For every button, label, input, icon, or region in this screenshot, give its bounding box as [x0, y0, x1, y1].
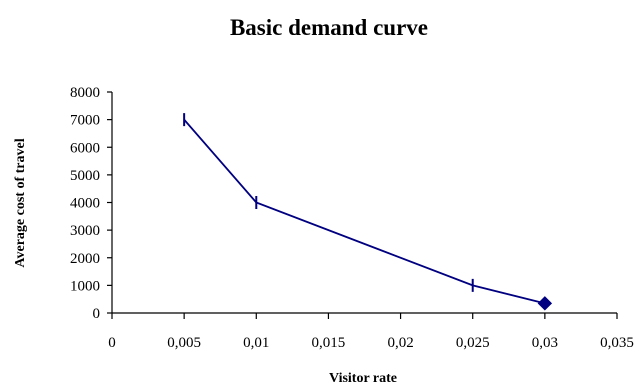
y-tick-label: 4000: [70, 196, 100, 212]
x-tick-label: 0,03: [532, 335, 558, 351]
x-tick-label: 0,02: [387, 335, 413, 351]
y-tick-label: 8000: [70, 85, 100, 101]
chart-title: Basic demand curve: [230, 15, 428, 40]
y-tick-label: 5000: [70, 168, 100, 184]
x-tick-label: 0,005: [167, 335, 201, 351]
data-point-diamond: [537, 296, 553, 311]
y-tick-label: 3000: [70, 223, 100, 239]
y-tick-label: 2000: [70, 251, 100, 267]
x-tick-label: 0,025: [456, 335, 490, 351]
y-tick-label: 1000: [70, 278, 100, 294]
y-tick-label: 6000: [70, 140, 100, 156]
series-line: [183, 119, 546, 305]
x-tick-label: 0: [108, 335, 116, 351]
x-axis-title: Visitor rate: [329, 371, 397, 386]
x-tick-label: 0,035: [600, 335, 634, 351]
x-tick-label: 0,015: [312, 335, 346, 351]
x-tick-label: 0,01: [243, 335, 269, 351]
plot-area: 0 1000 2000 3000 4000 5000 6000 7000 8000 0 0,005 0…: [70, 85, 634, 351]
y-tick-label: 0: [93, 306, 101, 322]
y-axis-title: Average cost of travel: [13, 138, 28, 267]
y-tick-label: 7000: [70, 113, 100, 129]
